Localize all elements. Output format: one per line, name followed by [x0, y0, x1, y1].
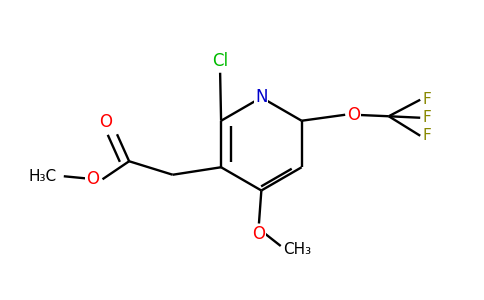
Text: CH₃: CH₃ — [283, 242, 311, 256]
Text: O: O — [99, 113, 112, 131]
Text: N: N — [255, 88, 268, 106]
Text: O: O — [86, 170, 99, 188]
Text: F: F — [423, 110, 431, 125]
Text: O: O — [348, 106, 361, 124]
Text: O: O — [253, 225, 265, 243]
Text: F: F — [423, 92, 431, 107]
Text: Cl: Cl — [212, 52, 228, 70]
Text: F: F — [423, 128, 431, 143]
Text: H₃C: H₃C — [29, 169, 57, 184]
